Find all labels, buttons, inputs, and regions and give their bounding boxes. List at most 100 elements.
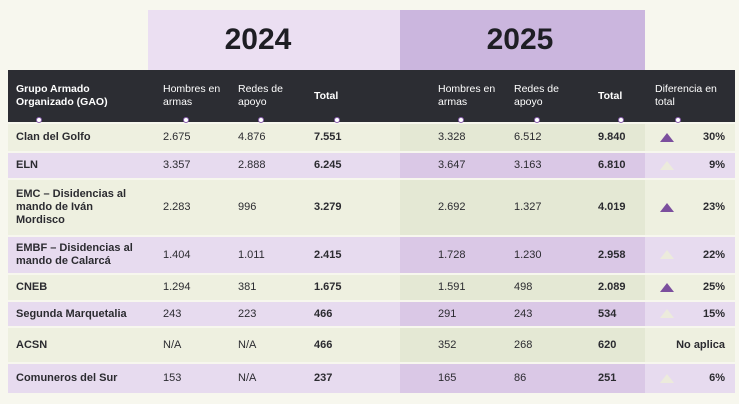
value-cell: 86 <box>514 372 527 384</box>
header-dot <box>183 117 189 123</box>
value-cell: 7.551 <box>314 131 342 143</box>
column-header: Redes de apoyo <box>514 83 559 108</box>
value-cell: 165 <box>438 372 457 384</box>
row-bg-2025 <box>400 275 645 300</box>
group-name: EMC – Disidencias al mando de Iván Mordi… <box>16 188 127 226</box>
arrow-up <box>660 160 674 170</box>
row-bg <box>8 153 735 178</box>
row-bg-2025 <box>400 237 645 273</box>
row-bg-2025 <box>400 364 645 393</box>
arrow-up <box>660 282 674 292</box>
arrow-up <box>660 373 674 383</box>
group-name: Comuneros del Sur <box>16 372 118 384</box>
year-band <box>400 10 645 70</box>
row-bg-2025 <box>400 302 645 326</box>
column-header: Total <box>598 89 623 102</box>
value-cell: 620 <box>598 338 617 351</box>
header-row <box>8 70 735 122</box>
header-dot <box>258 117 264 123</box>
year-band <box>148 10 400 70</box>
value-cell: 3.279 <box>314 201 342 213</box>
column-header: Diferencia en total <box>655 83 717 108</box>
row-bg <box>8 237 735 273</box>
value-cell: 1.011 <box>238 248 265 261</box>
group-name: Clan del Golfo <box>16 131 91 143</box>
value-cell: 352 <box>438 338 457 351</box>
group-name: EMBF – Disidencias al mando de Calarcá <box>16 242 133 267</box>
value-cell: 1.675 <box>314 281 342 293</box>
value-cell: 466 <box>314 307 333 320</box>
arrow-up <box>660 202 674 212</box>
value-cell: N/A <box>238 338 257 351</box>
group-name: CNEB <box>16 281 48 293</box>
value-cell: 996 <box>238 201 257 213</box>
arrow-up <box>660 250 674 259</box>
row-bg <box>8 124 735 151</box>
year-2024: 2024 <box>224 23 292 56</box>
column-header: Hombres en armas <box>163 83 221 108</box>
value-cell: 498 <box>514 281 533 293</box>
header-dot <box>534 117 540 123</box>
value-cell: 9.840 <box>598 131 626 143</box>
row-bg-2025 <box>400 180 645 235</box>
value-cell: 1.327 <box>514 201 542 213</box>
difference: 22% <box>702 248 725 261</box>
difference: 25% <box>702 281 725 293</box>
column-header: Hombres en armas <box>438 83 496 108</box>
row-bg <box>8 302 735 326</box>
value-cell: 4.876 <box>238 131 266 143</box>
difference: 6% <box>709 372 725 384</box>
value-cell: 268 <box>514 338 533 351</box>
column-header: Total <box>314 89 339 102</box>
row-bg-2025 <box>400 153 645 178</box>
row-bg-2025 <box>400 328 645 362</box>
row-bg <box>8 275 735 300</box>
value-cell: 6.512 <box>514 131 542 143</box>
header-dot <box>458 117 464 123</box>
value-cell: 1.591 <box>438 281 466 293</box>
value-cell: 237 <box>314 372 333 384</box>
header-dot <box>618 117 624 123</box>
group-name: ELN <box>16 159 38 171</box>
column-header: Redes de apoyo <box>238 83 283 108</box>
header-dot <box>334 117 340 123</box>
value-cell: N/A <box>163 338 182 351</box>
value-cell: 2.675 <box>163 131 191 143</box>
value-cell: 1.294 <box>163 281 191 293</box>
value-cell: 2.888 <box>238 159 266 171</box>
arrow-up <box>660 309 674 318</box>
value-cell: 3.163 <box>514 159 542 171</box>
group-name: ACSN <box>16 338 48 351</box>
value-cell: 2.415 <box>314 248 342 261</box>
value-cell: 1.230 <box>514 248 542 261</box>
value-cell: 466 <box>314 338 333 351</box>
value-cell: 243 <box>514 307 533 320</box>
value-cell: 223 <box>238 307 257 320</box>
value-cell: 1.404 <box>163 248 191 261</box>
value-cell: 381 <box>238 281 257 293</box>
value-cell: 1.728 <box>438 248 466 261</box>
difference: 9% <box>709 159 725 171</box>
difference: 30% <box>702 131 725 143</box>
difference: 23% <box>702 201 725 213</box>
value-cell: 2.692 <box>438 201 466 213</box>
arrow-up <box>660 132 674 142</box>
value-cell: 534 <box>598 307 617 320</box>
row-bg <box>8 180 735 235</box>
group-name: Segunda Marquetalia <box>16 307 127 320</box>
value-cell: 3.647 <box>438 159 466 171</box>
value-cell: 153 <box>163 372 182 384</box>
value-cell: 2.283 <box>163 201 191 213</box>
value-cell: N/A <box>238 372 257 384</box>
value-cell: 3.328 <box>438 131 466 143</box>
row-bg-2025 <box>400 124 645 151</box>
column-header: Grupo Armado Organizado (GAO) <box>16 83 108 108</box>
value-cell: 243 <box>163 307 182 320</box>
header-dot <box>36 117 42 123</box>
year-2025: 2025 <box>486 23 554 56</box>
value-cell: 6.245 <box>314 159 342 171</box>
value-cell: 2.089 <box>598 281 626 293</box>
value-cell: 4.019 <box>598 201 626 213</box>
difference: No aplica <box>676 338 725 351</box>
